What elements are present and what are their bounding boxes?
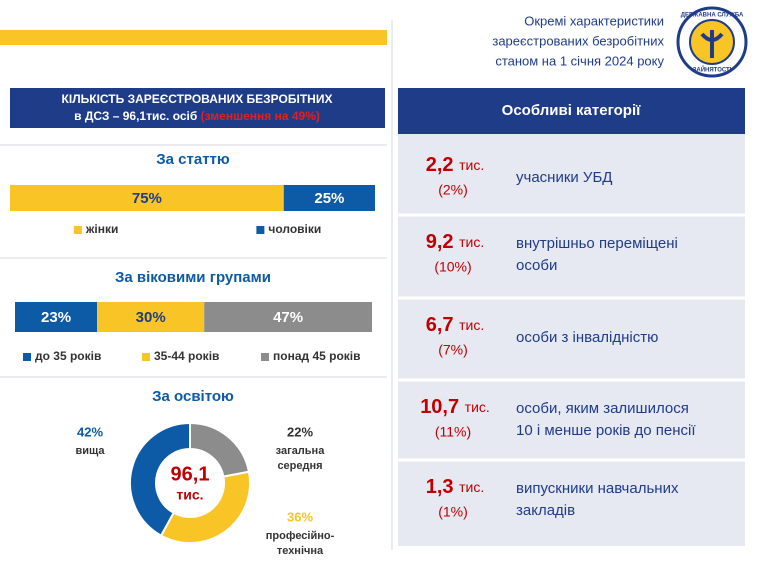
categories-header — [398, 88, 745, 134]
count: 2,2 тис. — [426, 154, 484, 176]
data-label: 75% — [132, 190, 162, 207]
share: (11%) — [435, 424, 471, 440]
bar-segment — [97, 302, 205, 332]
legend-label: жінки — [85, 222, 118, 236]
donut-slice — [129, 421, 191, 537]
header-title: зареєстрованих безробітних — [492, 33, 664, 48]
top-stripe — [0, 30, 387, 45]
bar-segment — [15, 302, 98, 332]
category-label: особи з інвалідністю — [516, 329, 658, 346]
summary-text: в ДСЗ – 96,1тис. осіб (зменшення на 49%) — [74, 109, 320, 123]
center-unit: тис. — [176, 487, 203, 503]
count-unit: тис. — [459, 157, 484, 173]
data-label: 30% — [136, 309, 166, 326]
logo-icon — [700, 30, 724, 58]
data-label: 47% — [273, 309, 303, 326]
category-label: випускники навчальних — [516, 480, 679, 497]
category-label: учасники УБД — [516, 169, 612, 186]
count: 10,7 тис. — [420, 396, 490, 418]
count-value: 6,7 — [426, 314, 459, 336]
summary-box — [10, 88, 385, 128]
data-label: 23% — [41, 309, 71, 326]
share: (7%) — [438, 342, 468, 358]
count-unit: тис. — [465, 399, 490, 415]
chart-title: За віковими групами — [115, 269, 271, 286]
count: 1,3 тис. — [426, 476, 484, 498]
bar-segment — [10, 185, 284, 211]
legend-label: чоловіки — [268, 222, 321, 236]
legend-swatch — [73, 226, 82, 234]
panel-title: Особливі категорії — [502, 102, 641, 119]
summary-text: КІЛЬКІСТЬ ЗАРЕЄСТРОВАНИХ БЕЗРОБІТНИХ — [62, 92, 333, 106]
category-label: особи — [516, 257, 557, 274]
count-unit: тис. — [459, 479, 484, 495]
share: (1%) — [438, 504, 468, 520]
category-label: внутрішньо переміщені — [516, 235, 678, 252]
count-value: 9,2 — [426, 231, 459, 253]
count: 9,2 тис. — [426, 231, 484, 253]
legend-label: до 35 років — [35, 349, 101, 363]
categories-panel — [398, 88, 745, 546]
header-title: станом на 1 січня 2024 року — [495, 53, 664, 68]
count-value: 10,7 — [420, 396, 464, 418]
count-value: 1,3 — [426, 476, 459, 498]
category-label: 10 і менше років до пенсії — [516, 422, 696, 439]
chart-title: За статтю — [156, 151, 230, 168]
chart-title: За освітою — [152, 388, 234, 405]
legend-label: понад 45 років — [273, 349, 361, 363]
data-label: 22% — [287, 424, 313, 439]
legend-swatch — [23, 353, 31, 361]
count-unit: тис. — [459, 317, 484, 333]
center-value: 96,1 — [171, 463, 210, 485]
category-label: загальна середня — [276, 445, 326, 472]
category-label: особи, яким залишилося — [516, 400, 689, 417]
logo-text: ЗАЙНЯТОСТІ — [693, 66, 732, 74]
legend-swatch — [256, 226, 265, 234]
count: 6,7 тис. — [426, 314, 484, 336]
share: (2%) — [438, 182, 468, 198]
category-label: професійно-технічна — [266, 530, 335, 557]
share: (10%) — [434, 259, 471, 275]
summary-note: (зменшення на 49%) — [201, 109, 320, 123]
donut-center — [157, 450, 223, 516]
count-unit: тис. — [459, 234, 484, 250]
count-value: 2,2 — [426, 154, 459, 176]
summary-line: в ДСЗ – 96,1тис. осіб — [74, 109, 201, 123]
data-label: 42% — [77, 424, 103, 439]
data-label: 36% — [287, 509, 313, 524]
legend-swatch — [261, 353, 269, 361]
data-label: 25% — [314, 190, 344, 207]
header-title: Окремі характеристики — [524, 13, 664, 28]
legend-label: 35-44 років — [154, 349, 219, 363]
bar-segment — [204, 302, 372, 332]
donut-slice — [159, 470, 251, 544]
logo-text: ДЕРЖАВНА СЛУЖБА — [681, 13, 744, 19]
legend-swatch — [142, 353, 150, 361]
bar-segment — [283, 185, 375, 211]
category-label: вища — [75, 445, 105, 457]
category-label: закладів — [516, 502, 575, 519]
